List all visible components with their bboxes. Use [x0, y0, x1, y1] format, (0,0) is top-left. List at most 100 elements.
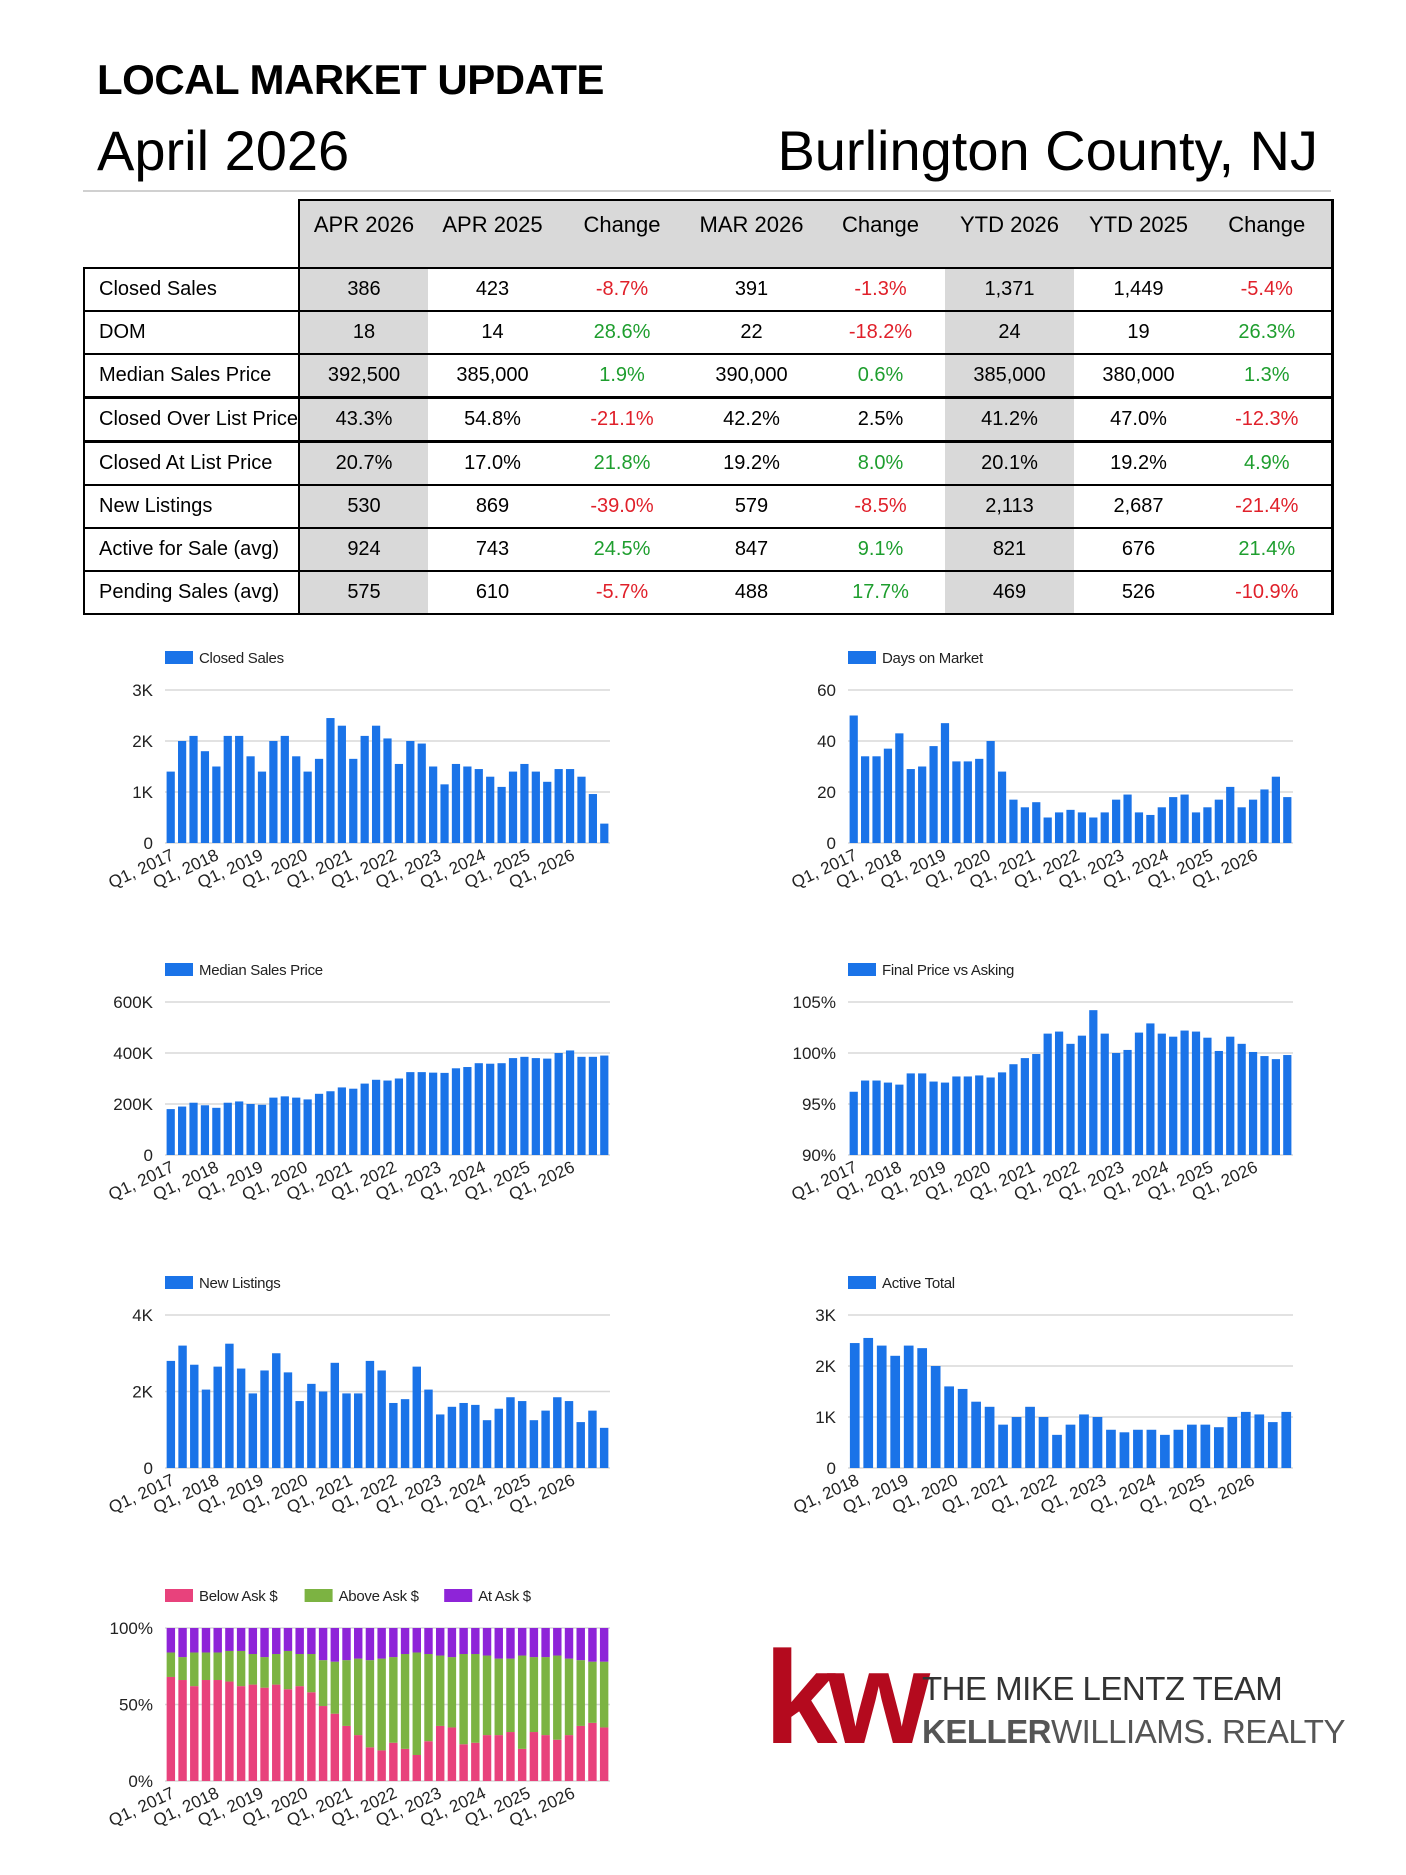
table-row: Active for Sale (avg) 924 743 24.5% 847 9.1% 8…: [83, 527, 1334, 572]
bar: [971, 1401, 981, 1468]
bar: [876, 1345, 887, 1468]
bar-segment: [166, 1652, 176, 1677]
value-cell: 41.2%: [945, 396, 1074, 443]
bar-segment: [447, 1628, 457, 1658]
bar-segment: [236, 1628, 246, 1651]
bar-segment: [307, 1628, 316, 1655]
table-body: Closed Sales 386 423 -8.7% 391 -1.3% 1,371 1,44…: [83, 267, 1334, 615]
bar: [1157, 807, 1166, 843]
change-cell: 2.5%: [816, 396, 945, 443]
bar: [872, 1080, 881, 1155]
header-spacer-blank: [84, 249, 299, 268]
bar: [1054, 1031, 1064, 1155]
bar: [190, 1364, 199, 1468]
y-tick-label: 3K: [132, 681, 153, 700]
bar: [1157, 1033, 1166, 1155]
bar-segment: [412, 1628, 421, 1653]
bar: [248, 1393, 258, 1468]
bar: [1066, 1043, 1075, 1155]
bar-segment: [506, 1658, 515, 1733]
bar-segment: [424, 1741, 433, 1781]
bar-segment: [318, 1706, 328, 1781]
bar: [1180, 794, 1189, 843]
bar-segment: [342, 1628, 351, 1661]
bar: [236, 1368, 246, 1468]
change-cell: 9.1%: [816, 527, 945, 572]
value-cell: 386: [299, 267, 428, 312]
bar: [292, 1097, 301, 1155]
bar: [565, 1050, 575, 1155]
bar-segment: [354, 1735, 363, 1781]
bar-segment: [213, 1628, 222, 1653]
legend-swatch: [848, 963, 876, 976]
y-tick-label: 200K: [113, 1095, 153, 1114]
bar: [554, 769, 563, 843]
bar: [354, 1393, 363, 1468]
bar-segment: [178, 1628, 187, 1658]
legend-label: Final Price vs Asking: [882, 962, 1014, 979]
value-cell: 924: [299, 527, 428, 572]
bar: [280, 1096, 289, 1155]
bar-segment: [529, 1628, 539, 1658]
bar: [1134, 812, 1144, 843]
change-cell: -5.7%: [557, 570, 687, 615]
change-cell: 8.0%: [816, 440, 945, 486]
bar: [1020, 807, 1029, 843]
bar-segment: [330, 1661, 340, 1714]
bar: [1240, 1411, 1251, 1468]
bar: [494, 1408, 503, 1468]
bar-segment: [541, 1735, 550, 1781]
bar-segment: [400, 1748, 410, 1781]
bar-segment: [225, 1650, 234, 1682]
y-tick-label: 100%: [110, 1619, 153, 1638]
bar: [1200, 1424, 1211, 1468]
y-tick-label: 20: [817, 783, 836, 802]
change-cell: 17.7%: [816, 570, 945, 615]
bar: [872, 756, 881, 843]
change-cell: 4.9%: [1203, 440, 1334, 486]
bar: [918, 766, 927, 843]
header-spacer-cell: [428, 249, 557, 268]
bar-segment: [272, 1654, 281, 1685]
bar: [365, 1360, 375, 1468]
bar: [1032, 1054, 1041, 1155]
brokerage-name-rest: WILLIAMS.: [1051, 1713, 1214, 1750]
bar-segment: [471, 1628, 480, 1655]
bar: [930, 1366, 941, 1468]
bar-segment: [330, 1713, 340, 1781]
bar: [553, 1397, 562, 1468]
header-divider: [83, 190, 1331, 192]
bar-segment: [435, 1725, 445, 1781]
header-spacer-cell: [1074, 249, 1203, 268]
column-header: Change: [1203, 199, 1334, 249]
bar: [1213, 1427, 1224, 1468]
bar-segment: [576, 1628, 585, 1661]
bar: [482, 1420, 492, 1468]
bar: [895, 1084, 904, 1155]
value-cell: 423: [428, 267, 557, 312]
bar: [1169, 1036, 1178, 1155]
value-cell: 2,113: [945, 484, 1074, 529]
y-tick-label: 90%: [802, 1146, 836, 1165]
bar-segment: [553, 1655, 562, 1740]
bar: [200, 751, 210, 843]
bar-segment: [553, 1628, 562, 1656]
bar: [890, 1355, 901, 1468]
row-label: Median Sales Price: [83, 353, 300, 399]
row-label: New Listings: [83, 484, 300, 529]
bar-segment: [494, 1658, 503, 1736]
value-cell: 380,000: [1074, 353, 1203, 399]
bar: [1283, 1055, 1292, 1155]
legend-label: Median Sales Price: [199, 962, 323, 979]
bar: [435, 1414, 445, 1468]
bar-segment: [307, 1654, 316, 1693]
bar-segment: [389, 1657, 398, 1743]
bar: [1112, 1053, 1121, 1155]
legend-swatch: [165, 963, 193, 976]
legend-swatch: [165, 1589, 193, 1602]
column-header: MAR 2026: [687, 199, 816, 249]
value-cell: 19.2%: [687, 440, 816, 486]
bar: [283, 1372, 293, 1468]
